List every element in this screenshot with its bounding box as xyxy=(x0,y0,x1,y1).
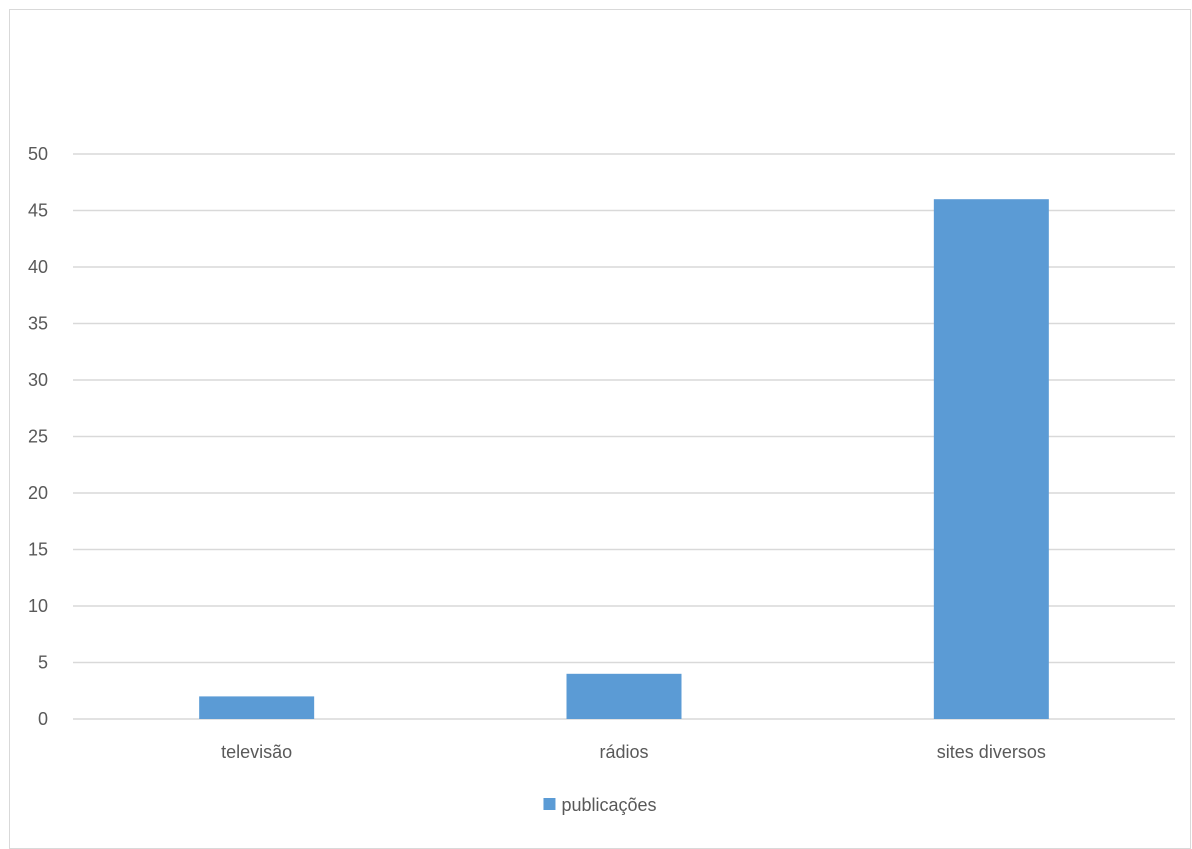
x-tick-label: televisão xyxy=(221,742,292,762)
bars xyxy=(199,199,1049,719)
bar-televisão xyxy=(199,696,315,719)
y-axis-tick-labels: 0 5 10 15 20 25 30 35 40 45 50 xyxy=(28,144,48,729)
y-tick-label: 45 xyxy=(28,201,48,221)
y-tick-label: 25 xyxy=(28,427,48,447)
y-tick-label: 35 xyxy=(28,314,48,334)
y-tick-label: 30 xyxy=(28,370,48,390)
legend: publicações xyxy=(543,795,657,815)
y-tick-label: 20 xyxy=(28,483,48,503)
x-axis-tick-labels: televisão rádios sites diversos xyxy=(221,742,1046,762)
bar-rádios xyxy=(566,673,682,719)
y-tick-label: 5 xyxy=(38,653,48,673)
y-tick-label: 50 xyxy=(28,144,48,164)
legend-swatch xyxy=(543,798,556,810)
y-tick-label: 0 xyxy=(38,709,48,729)
x-tick-label: sites diversos xyxy=(937,742,1046,762)
y-tick-label: 15 xyxy=(28,540,48,560)
bar-sites-diversos xyxy=(933,199,1049,719)
legend-label: publicações xyxy=(561,795,656,815)
x-tick-label: rádios xyxy=(599,742,648,762)
y-tick-label: 40 xyxy=(28,257,48,277)
y-tick-label: 10 xyxy=(28,596,48,616)
